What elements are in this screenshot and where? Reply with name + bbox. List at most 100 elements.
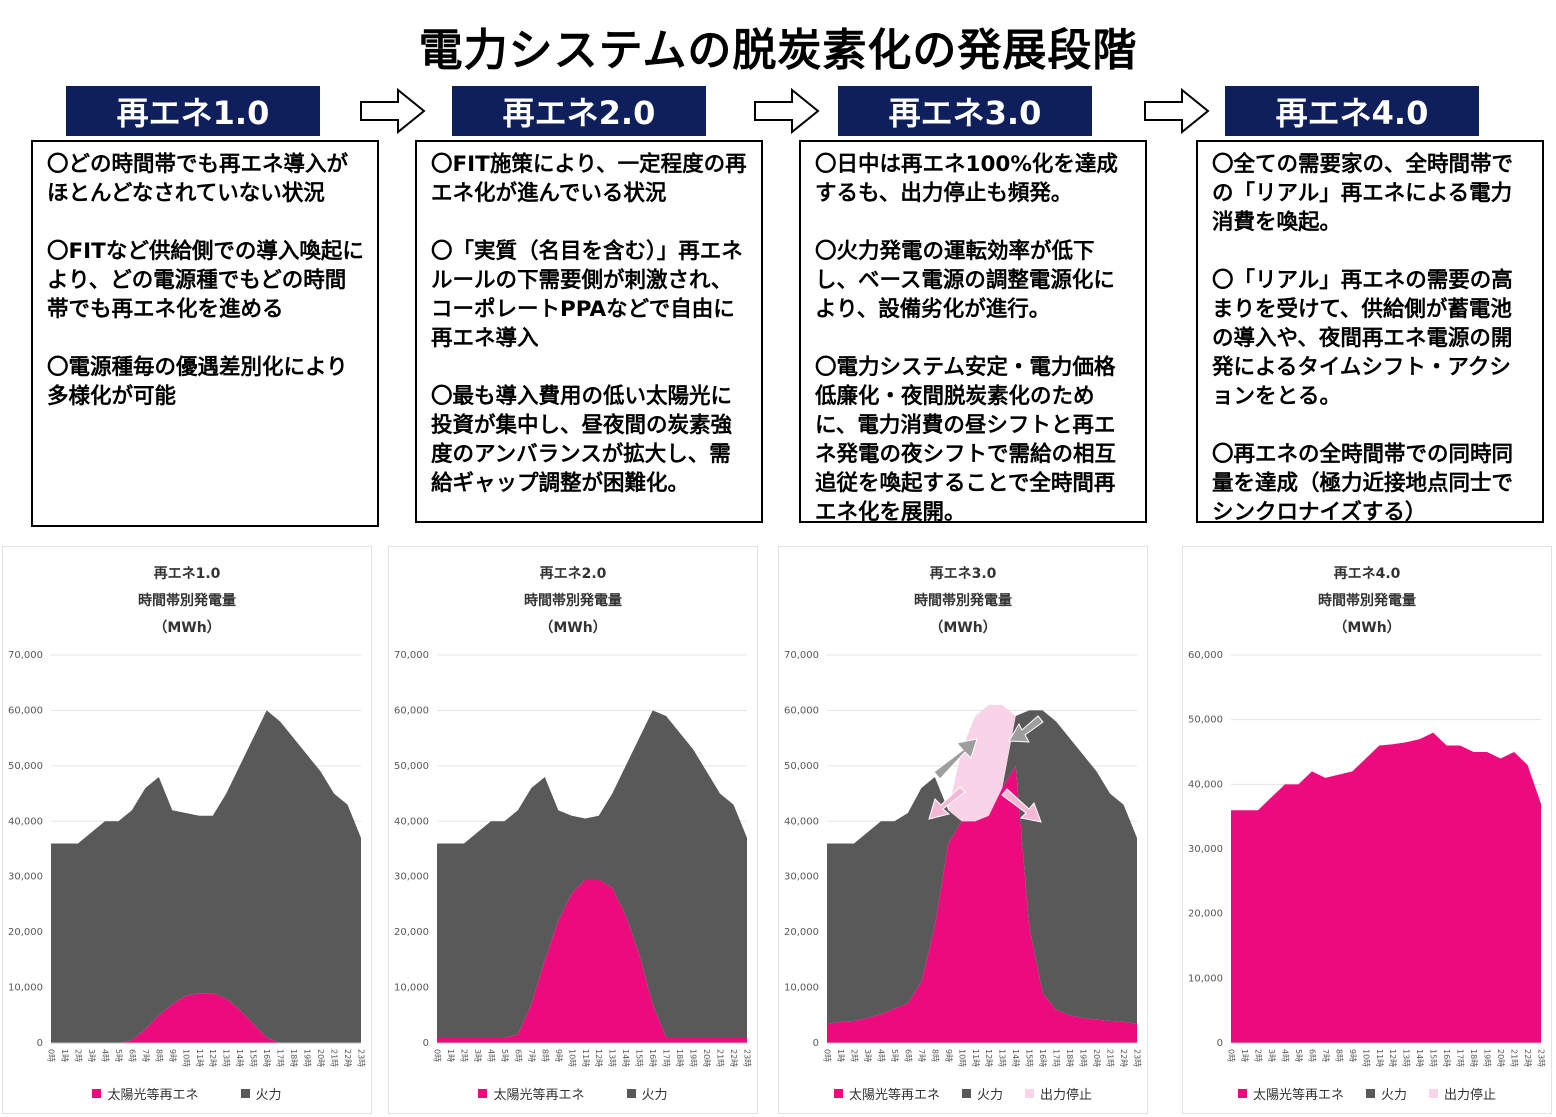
shift-arrow-icon <box>933 738 978 780</box>
x-tick-label: 21時 <box>1106 1049 1115 1067</box>
x-tick-label: 20時 <box>1092 1049 1101 1067</box>
legend-item-curtailment: 出力停止 <box>1025 1084 1092 1103</box>
legend-swatch <box>833 1089 843 1098</box>
y-tick-label: 60,000 <box>784 705 819 716</box>
x-tick-label: 15時 <box>635 1049 644 1067</box>
y-tick-label: 40,000 <box>394 816 429 827</box>
area-chart-1: 0 10,000 20,000 30,000 40,000 50,000 60,000 70,… <box>8 650 366 1067</box>
stage-description-3: 〇日中は再エネ100%化を達成するも、出力停止も頻発。 〇火力発電の運転効率が低… <box>799 140 1147 523</box>
y-tick-label: 0 <box>1217 1038 1223 1049</box>
x-tick-label: 9時 <box>1348 1049 1357 1062</box>
area-series-thermal <box>51 710 361 1043</box>
x-tick-label: 23時 <box>1537 1049 1546 1067</box>
x-tick-label: 8時 <box>154 1049 163 1062</box>
x-tick-label: 16時 <box>1442 1049 1451 1067</box>
y-tick-label: 20,000 <box>1188 909 1223 920</box>
x-tick-label: 17時 <box>1456 1049 1465 1067</box>
x-tick-label: 10時 <box>957 1049 966 1067</box>
x-tick-label: 18時 <box>1469 1049 1478 1067</box>
x-tick-label: 5時 <box>1294 1049 1303 1062</box>
flow-arrow-icon <box>1144 87 1210 135</box>
stage-header-1: 再エネ1.0 <box>66 86 320 136</box>
x-tick-label: 20時 <box>316 1049 325 1067</box>
x-tick-label: 3時 <box>87 1049 96 1062</box>
legend-swatch <box>1025 1089 1034 1098</box>
shift-arrow-icon <box>1001 788 1042 823</box>
x-tick-label: 22時 <box>343 1049 352 1067</box>
x-tick-label: 12時 <box>594 1049 603 1067</box>
chart-legend: 太陽光等再エネ 火力 出力停止 <box>1183 1084 1551 1103</box>
stage-description-2: 〇FIT施策により、一定程度の再エネ化が進んでいる状況 〇「実質（名目を含む）」… <box>415 140 763 523</box>
x-tick-label: 17時 <box>276 1049 285 1067</box>
y-tick-label: 60,000 <box>8 705 43 716</box>
x-tick-label: 23時 <box>743 1049 752 1067</box>
y-tick-label: 60,000 <box>1188 650 1223 661</box>
shift-arrow-icon <box>928 786 966 820</box>
x-tick-label: 11時 <box>1375 1049 1384 1067</box>
legend-item-renewable: 太陽光等再エネ <box>92 1084 199 1103</box>
x-tick-label: 13時 <box>998 1049 1007 1067</box>
y-tick-label: 60,000 <box>394 705 429 716</box>
description-paragraph: 〇FIT施策により、一定程度の再エネ化が進んでいる状況 <box>431 152 747 206</box>
y-tick-label: 70,000 <box>784 650 819 661</box>
x-tick-label: 13時 <box>608 1049 617 1067</box>
y-tick-label: 30,000 <box>1188 844 1223 855</box>
flow-arrow-icon <box>754 87 820 135</box>
legend-item-renewable: 太陽光等再エネ <box>1237 1084 1344 1103</box>
x-tick-label: 0時 <box>1227 1049 1236 1062</box>
stage-header-4: 再エネ4.0 <box>1225 86 1479 136</box>
x-tick-label: 18時 <box>1065 1049 1074 1067</box>
chart-subtitle: 時間帯別発電量 <box>138 593 236 609</box>
x-tick-label: 6時 <box>513 1049 522 1062</box>
x-tick-label: 3時 <box>473 1049 482 1062</box>
x-tick-label: 16時 <box>648 1049 657 1067</box>
x-tick-label: 21時 <box>716 1049 725 1067</box>
x-tick-label: 10時 <box>181 1049 190 1067</box>
y-tick-label: 10,000 <box>394 983 429 994</box>
y-tick-label: 30,000 <box>784 872 819 883</box>
chart-subtitle: 時間帯別発電量 <box>1318 593 1416 609</box>
x-tick-label: 16時 <box>262 1049 271 1067</box>
legend-label: 火力 <box>976 1088 1003 1103</box>
area-chart-3: 0 10,000 20,000 30,000 40,000 50,000 60,000 70,… <box>784 650 1142 1067</box>
x-tick-label: 22時 <box>1119 1049 1128 1067</box>
y-tick-label: 40,000 <box>8 816 43 827</box>
x-tick-label: 2時 <box>73 1049 82 1062</box>
y-tick-label: 20,000 <box>8 927 43 938</box>
x-tick-label: 19時 <box>1483 1049 1492 1067</box>
x-tick-label: 13時 <box>1402 1049 1411 1067</box>
legend-label: 太陽光等再エネ <box>848 1088 940 1103</box>
x-tick-label: 19時 <box>303 1049 312 1067</box>
legend-swatch <box>1237 1089 1247 1098</box>
y-tick-label: 10,000 <box>1188 973 1223 984</box>
y-tick-label: 50,000 <box>784 761 819 772</box>
x-tick-label: 4時 <box>100 1049 109 1062</box>
x-tick-label: 4時 <box>486 1049 495 1062</box>
legend-swatch <box>92 1089 102 1098</box>
shift-arrow-icon <box>1008 715 1044 743</box>
chart-unit: （MWh） <box>539 620 607 636</box>
y-tick-label: 0 <box>37 1038 43 1049</box>
legend-item-thermal: 火力 <box>626 1084 668 1103</box>
legend-label: 出力停止 <box>1040 1088 1093 1103</box>
x-tick-label: 3時 <box>863 1049 872 1062</box>
description-paragraph: 〇再エネの全時間帯での同時同量を達成（極力近接地点同士でシンクロナイズする） <box>1212 442 1514 523</box>
x-tick-label: 23時 <box>357 1049 366 1067</box>
description-paragraph: 〇電源種毎の優遇差別化により多様化が可能 <box>47 355 348 409</box>
x-tick-label: 12時 <box>208 1049 217 1067</box>
x-tick-label: 17時 <box>1052 1049 1061 1067</box>
y-tick-label: 20,000 <box>394 927 429 938</box>
y-tick-label: 10,000 <box>8 983 43 994</box>
chart-unit: （MWh） <box>1333 620 1401 636</box>
y-tick-label: 40,000 <box>784 816 819 827</box>
chart-subtitle: 時間帯別発電量 <box>914 593 1012 609</box>
description-paragraph: 〇「リアル」再エネの需要の高まりを受けて、供給側が蓄電池の導入や、夜間再エネ電源… <box>1212 268 1513 409</box>
y-tick-label: 40,000 <box>1188 779 1223 790</box>
stage-description-4: 〇全ての需要家の、全時間帯での「リアル」再エネによる電力消費を喚起。 〇「リアル… <box>1196 140 1544 523</box>
x-tick-label: 0時 <box>47 1049 56 1062</box>
flow-arrow-icon <box>360 87 426 135</box>
x-tick-label: 19時 <box>1079 1049 1088 1067</box>
chart-legend: 太陽光等再エネ 火力 <box>3 1084 371 1103</box>
legend-swatch <box>240 1089 250 1098</box>
description-paragraph: 〇日中は再エネ100%化を達成するも、出力停止も頻発。 <box>815 152 1118 206</box>
